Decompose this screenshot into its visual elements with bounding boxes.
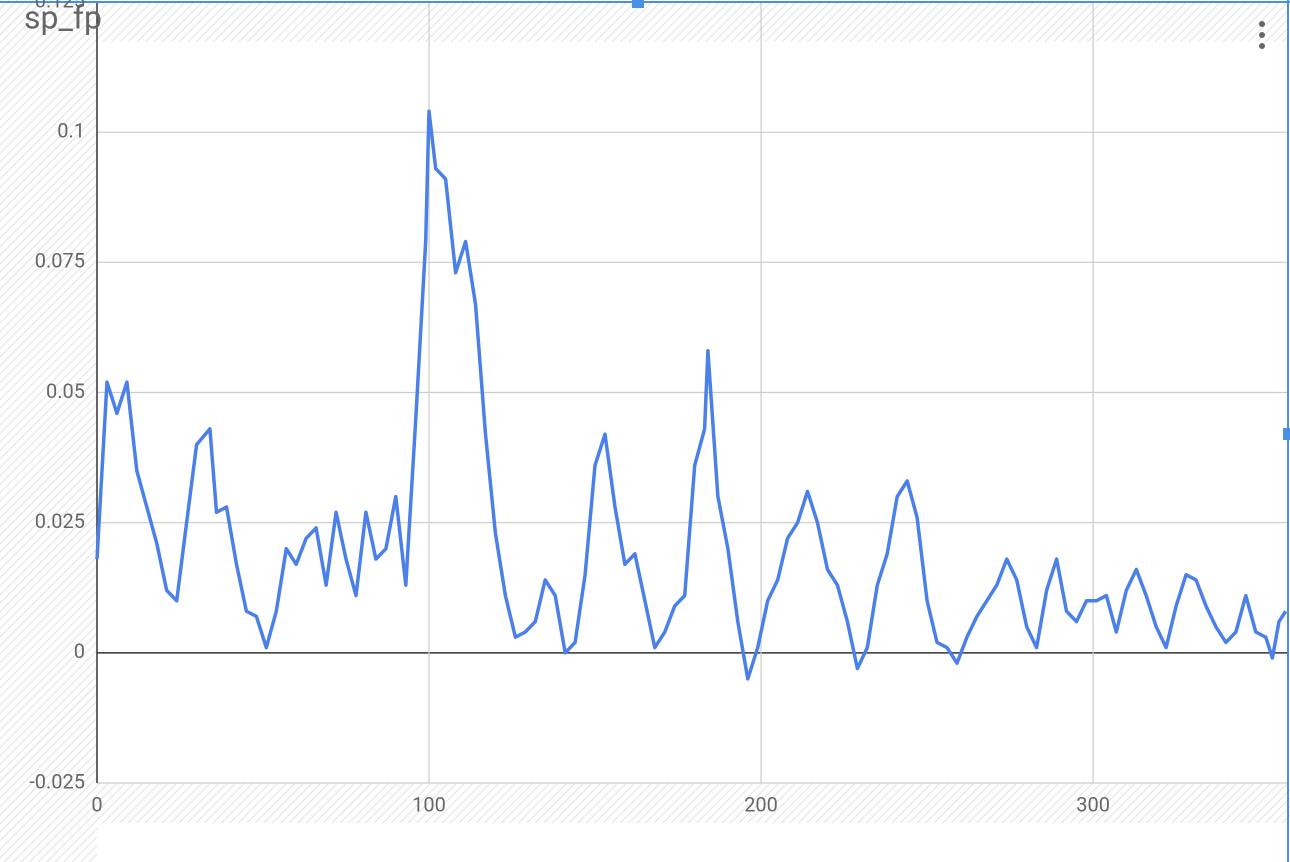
margin-hatch (97, 2, 1287, 42)
chart-title: sp_fp (24, 0, 102, 36)
margin-hatch (0, 0, 97, 862)
y-tick-label: 0.025 (35, 509, 85, 533)
x-tick-label: 300 (1076, 792, 1110, 816)
margin-hatch (97, 783, 1290, 823)
x-tick-label: 0 (91, 792, 102, 816)
y-tick-label: 0.125 (35, 0, 85, 12)
x-tick-label: 100 (412, 792, 446, 816)
y-tick-label: 0 (74, 639, 85, 663)
menu-button[interactable] (1259, 21, 1265, 49)
y-tick-label: 0.075 (35, 249, 85, 273)
y-tick-label: 0.05 (46, 379, 85, 403)
resize-handle[interactable] (632, 0, 644, 8)
plot-area (97, 42, 1287, 783)
y-tick-label: 0.1 (57, 118, 85, 142)
x-tick-label: 200 (744, 792, 778, 816)
resize-handle[interactable] (1283, 428, 1290, 440)
y-tick-label: -0.025 (29, 769, 85, 793)
data-line (95, 109, 1288, 681)
